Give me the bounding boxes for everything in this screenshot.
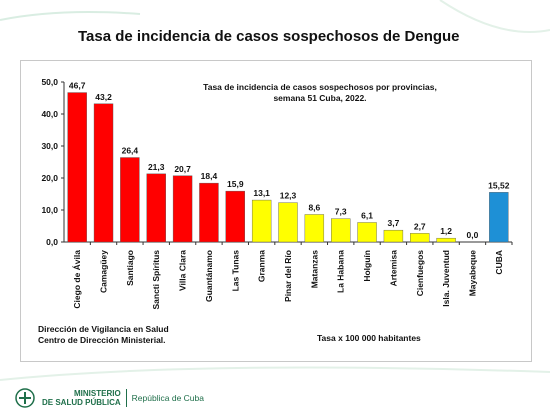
bar <box>357 222 377 243</box>
category-label: Pinar del Río <box>283 250 293 302</box>
category-label: Matanzas <box>309 250 319 289</box>
bar <box>199 182 219 243</box>
bar-value-label: 18,4 <box>201 171 218 181</box>
ministry-footer: MINISTERIO DE SALUD PÚBLICA República de… <box>14 385 204 411</box>
ministry-line-1: MINISTERIO <box>74 389 121 398</box>
bar-value-label: 46,7 <box>69 81 86 91</box>
bar-value-label: 1,2 <box>440 226 452 236</box>
category-label: Holguín <box>362 250 372 282</box>
category-label: Isla. Juventud <box>441 250 451 307</box>
bar <box>172 175 193 243</box>
bar <box>93 103 114 243</box>
category-label: Villa Clara <box>178 250 188 291</box>
y-tick-label: 20,0 <box>41 173 58 183</box>
dengue-incidence-chart: 0,0 10,0 20,0 30,0 40,0 50,0 Tasa de incidenci… <box>41 77 513 310</box>
category-label: Las Tunas <box>230 250 240 292</box>
bar <box>120 157 140 243</box>
bar <box>225 190 245 243</box>
bar-value-label: 21,3 <box>148 162 165 172</box>
bar <box>436 237 456 243</box>
bar-value-label: 2,7 <box>414 221 426 231</box>
bar-value-label: 12,3 <box>280 191 297 201</box>
bar-value-label: 15,9 <box>227 179 244 189</box>
bar-value-label: 7,3 <box>335 207 347 217</box>
bar <box>383 229 404 243</box>
category-label: Granma <box>257 250 267 282</box>
bar <box>146 173 166 243</box>
y-tick-label: 40,0 <box>41 109 58 119</box>
category-label: Mayabeque <box>467 250 477 297</box>
bar-value-label: 26,4 <box>122 146 139 156</box>
category-label: Cienfuegos <box>415 250 425 297</box>
ministry-logo-icon <box>14 387 36 409</box>
ministry-line-2: DE SALUD PÚBLICA <box>42 398 121 407</box>
bar-value-label: 3,7 <box>387 218 399 228</box>
bar-value-label: 6,1 <box>361 210 373 220</box>
bar-value-label: 43,2 <box>95 92 112 102</box>
category-label: CUBA <box>494 250 504 275</box>
footer-divider <box>125 389 127 407</box>
y-tick-label: 50,0 <box>41 77 58 87</box>
bar-value-label: 13,1 <box>253 188 270 198</box>
bar <box>251 199 272 243</box>
ministry-name: MINISTERIO DE SALUD PÚBLICA <box>42 389 126 407</box>
bar-value-label: 0,0 <box>467 230 479 240</box>
bar <box>278 202 298 243</box>
category-label: Artemisa <box>388 250 398 287</box>
source-line-1: Dirección de Vigilancia en Salud <box>38 324 169 334</box>
category-label: La Habana <box>336 250 346 293</box>
y-tick-label: 10,0 <box>41 205 58 215</box>
y-tick-label: 30,0 <box>41 141 58 151</box>
bar-value-label: 8,6 <box>308 202 320 212</box>
page-title: Tasa de incidencia de casos sospechosos … <box>78 28 460 45</box>
rate-note: Tasa x 100 000 habitantes <box>317 333 421 343</box>
bar <box>67 92 87 243</box>
bar-value-label: 20,7 <box>174 164 191 174</box>
bar <box>331 218 351 243</box>
category-label: Guantánamo <box>204 250 214 302</box>
republic-label: República de Cuba <box>131 393 204 403</box>
chart-title-line-2: semana 51 Cuba, 2022. <box>273 93 366 103</box>
bar <box>410 233 430 243</box>
bar <box>304 214 325 243</box>
chart-title-line-1: Tasa de incidencia de casos sospechosos … <box>203 82 437 92</box>
bar <box>489 192 509 243</box>
category-label: Sancti Spíritus <box>151 250 161 310</box>
source-note: Dirección de Vigilancia en Salud Centro … <box>38 324 169 346</box>
category-label: Ciego de Ávila <box>72 250 82 309</box>
y-tick-label: 0,0 <box>46 237 58 247</box>
source-line-2: Centro de Dirección Ministerial. <box>38 335 166 345</box>
category-label: Santiago <box>125 250 135 286</box>
category-label: Camagüey <box>99 250 109 293</box>
bar-value-label: 15,52 <box>488 180 510 190</box>
